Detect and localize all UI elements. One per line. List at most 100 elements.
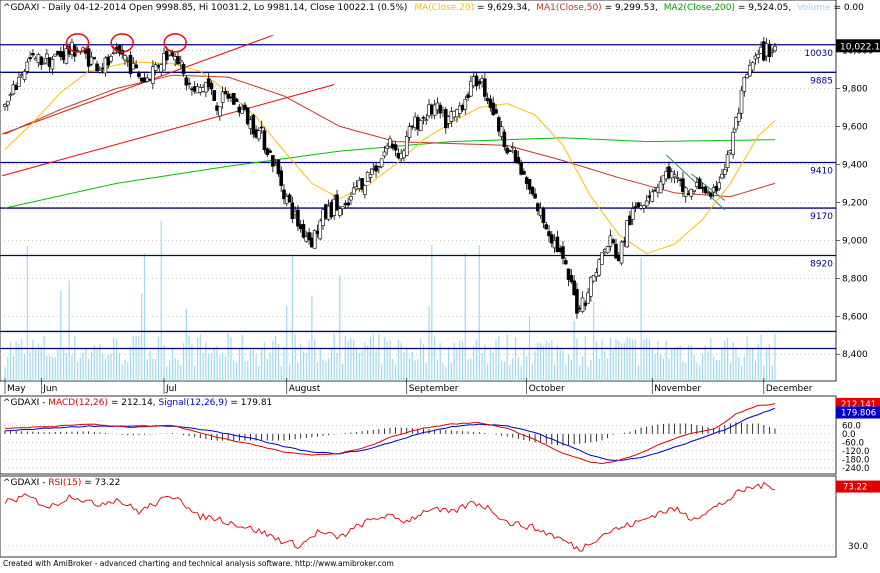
candle-body bbox=[586, 292, 590, 304]
volume-bar bbox=[227, 333, 229, 381]
volume-bar bbox=[355, 347, 358, 381]
candle-body bbox=[421, 117, 426, 119]
candle-body bbox=[220, 91, 225, 103]
candle-body bbox=[683, 187, 688, 197]
volume-bar bbox=[673, 347, 676, 381]
candle-body bbox=[123, 55, 127, 61]
volume-bar bbox=[79, 357, 81, 381]
candle-body bbox=[522, 170, 526, 175]
candle-body bbox=[251, 114, 256, 135]
candle-body bbox=[555, 236, 560, 253]
volume-bar bbox=[51, 356, 54, 381]
volume-bar bbox=[766, 349, 768, 381]
candle-body bbox=[212, 90, 217, 101]
volume-bar bbox=[620, 343, 623, 381]
volume-bar bbox=[115, 339, 118, 381]
volume-bar bbox=[540, 343, 542, 381]
volume-bar bbox=[587, 366, 589, 381]
volume-bar bbox=[749, 348, 751, 381]
volume-bar bbox=[54, 356, 56, 381]
volume-bar bbox=[668, 358, 670, 381]
volume-bar bbox=[213, 348, 215, 381]
volume-bar bbox=[9, 342, 12, 381]
volume-bar bbox=[414, 360, 416, 381]
volume-bar bbox=[693, 355, 695, 381]
volume-bar bbox=[710, 338, 712, 381]
volume-bar bbox=[676, 346, 678, 381]
candle-body bbox=[561, 246, 565, 259]
candle-body bbox=[25, 61, 30, 72]
volume-bar bbox=[509, 365, 511, 381]
volume-bar bbox=[757, 343, 759, 381]
volume-bar bbox=[643, 339, 645, 381]
volume-bar bbox=[23, 354, 26, 381]
candle-body bbox=[544, 224, 549, 230]
volume-bar bbox=[107, 355, 109, 381]
volume-bar bbox=[113, 337, 115, 381]
candle-body bbox=[92, 57, 97, 60]
price-tick-label: 8,800 bbox=[842, 274, 868, 284]
volume-bar bbox=[302, 351, 305, 381]
volume-bar bbox=[473, 345, 475, 381]
candle-body bbox=[513, 150, 518, 164]
candle-body bbox=[318, 220, 323, 240]
month-label: Jul bbox=[165, 384, 177, 394]
volume-bar bbox=[121, 364, 123, 381]
candle-body bbox=[89, 56, 94, 65]
candle-body bbox=[22, 71, 27, 80]
candle-body bbox=[187, 82, 191, 85]
volume-bar bbox=[637, 365, 639, 381]
volume-label: Volume bbox=[797, 3, 831, 13]
candle-body bbox=[234, 98, 239, 103]
last-price-badge bbox=[836, 39, 880, 53]
volume-bar bbox=[288, 364, 291, 381]
volume-bar bbox=[514, 337, 517, 381]
candle-body bbox=[720, 173, 724, 179]
candle-body bbox=[243, 104, 247, 110]
volume-bar bbox=[46, 355, 48, 381]
signal-last-label: 179.806 bbox=[841, 408, 876, 418]
volume-bar bbox=[453, 342, 455, 381]
volume-bar bbox=[294, 334, 296, 381]
volume-bar bbox=[143, 253, 146, 381]
candle-body bbox=[519, 162, 523, 175]
macd-tick-label: 60.0 bbox=[842, 421, 861, 431]
price-tick-label: 9,200 bbox=[842, 198, 868, 208]
rsi-panel-frame bbox=[0, 475, 837, 558]
candle-body bbox=[681, 178, 685, 192]
macd-header: ^GDAXI - MACD(12,26) = 212.14, Signal(12… bbox=[3, 398, 272, 408]
rsi-last-badge bbox=[836, 480, 880, 493]
price-y-axis: 8,400 8,600 8,800 9,000 9,200 9,400 9,600 9,800… bbox=[836, 39, 880, 360]
volume-bar bbox=[104, 358, 107, 381]
candle-body bbox=[644, 200, 649, 207]
candle-body bbox=[109, 56, 113, 62]
candle-body bbox=[630, 208, 635, 220]
volume-bar bbox=[381, 364, 383, 381]
volume-bar bbox=[590, 360, 592, 381]
candle-body bbox=[340, 206, 345, 210]
volume-bar bbox=[57, 348, 59, 381]
volume-bar bbox=[721, 347, 723, 381]
volume-bar bbox=[774, 333, 776, 381]
candle-body bbox=[642, 205, 646, 209]
volume-bar bbox=[573, 320, 575, 381]
volume-bar bbox=[149, 350, 151, 381]
volume-bar bbox=[74, 335, 76, 381]
macd-value: = 212.14, bbox=[108, 398, 158, 408]
candle-body bbox=[661, 175, 666, 185]
month-label: May bbox=[7, 384, 26, 394]
candle-body bbox=[773, 45, 777, 51]
volume-bar bbox=[651, 347, 653, 381]
candle-body bbox=[223, 90, 228, 95]
volume-bar bbox=[729, 362, 731, 381]
macd-tick-label: -240.0 bbox=[842, 464, 869, 474]
candle-body bbox=[750, 62, 755, 71]
level-label: 8920 bbox=[810, 260, 833, 270]
volume-bar bbox=[43, 336, 45, 381]
volume-bar bbox=[160, 220, 162, 381]
candle-body bbox=[605, 246, 610, 254]
candle-body bbox=[530, 186, 535, 195]
candle-body bbox=[393, 144, 398, 151]
volume-bar bbox=[648, 339, 651, 381]
price-tick-label: 8,400 bbox=[842, 350, 868, 360]
